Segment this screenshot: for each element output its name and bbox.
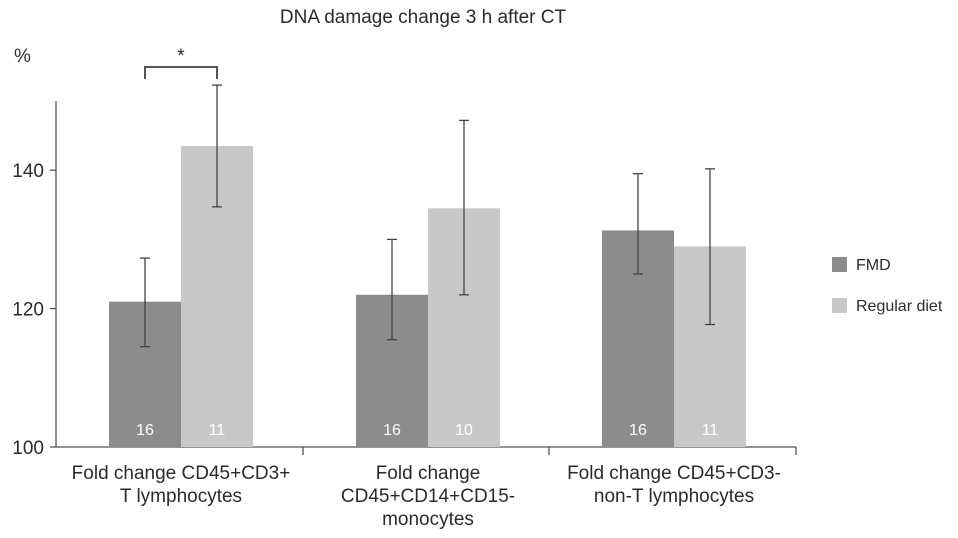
sample-size-label: 11 [209, 422, 226, 439]
legend: FMD Regular diet [832, 257, 943, 315]
y-axis-label: % [14, 46, 31, 67]
legend-swatch [832, 298, 847, 313]
plot-area: 100 120 140 16 11 Fold change CD45+CD3+T lymp… [12, 46, 797, 530]
chart-title: DNA damage change 3 h after CT [280, 7, 567, 28]
category-label: Fold change CD45+CD3+ [72, 463, 291, 484]
sample-size-label: 10 [455, 422, 473, 439]
sample-size-label: 16 [629, 422, 647, 439]
sample-size-label: 11 [702, 422, 719, 439]
significance-bracket [144, 66, 218, 79]
y-tick-label: 100 [12, 438, 44, 459]
legend-label: Regular diet [856, 298, 943, 315]
y-tick-label: 120 [12, 300, 44, 321]
category-label: Fold change [376, 463, 481, 484]
legend-swatch [832, 257, 847, 272]
category-label: non-T lymphocytes [594, 486, 754, 507]
y-tick-label: 140 [12, 161, 44, 182]
significance-marker: * [177, 46, 185, 67]
sample-size-label: 16 [136, 422, 154, 439]
category-label: T lymphocytes [120, 486, 242, 507]
category-label: Fold change CD45+CD3- [567, 463, 781, 484]
sample-size-label: 16 [383, 422, 401, 439]
legend-label: FMD [856, 257, 891, 274]
category-label: monocytes [382, 509, 474, 530]
category-label: CD45+CD14+CD15- [341, 486, 515, 507]
